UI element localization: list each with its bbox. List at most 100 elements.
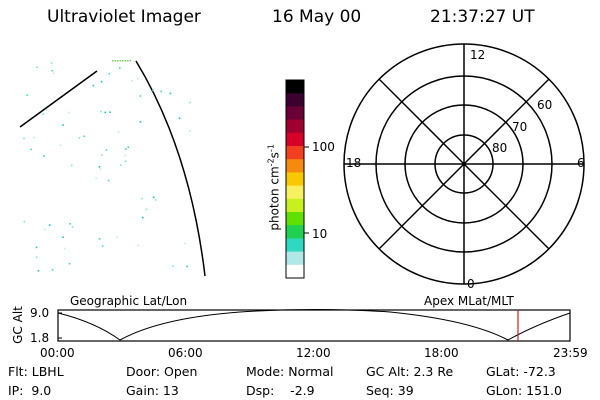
time-tick-2359: 23:59 <box>553 346 588 360</box>
mode-info: Mode: Normal <box>246 364 334 379</box>
image-pixel <box>129 60 131 62</box>
colorbar-segment <box>286 80 304 94</box>
colorbar-unit: photon cm <box>267 166 282 231</box>
colorbar-segment <box>286 132 304 147</box>
image-pixel <box>145 208 148 211</box>
time-tick-1800: 18:00 <box>424 346 459 360</box>
apex-label: Apex MLat/MLT <box>424 294 514 308</box>
date-label: 16 May 00 <box>272 7 362 27</box>
seq-info: Seq: 39 <box>366 383 414 398</box>
image-pixel <box>139 121 142 123</box>
lat-label-70: 70 <box>512 120 528 134</box>
image-pixel <box>100 80 103 83</box>
image-pixel <box>186 265 188 268</box>
lat-label-60: 60 <box>537 98 553 112</box>
image-pixel <box>117 131 120 133</box>
instrument-title: Ultraviolet Imager <box>47 7 201 27</box>
image-pixel <box>117 60 119 62</box>
image-pixel <box>36 66 38 68</box>
image-pixel <box>109 111 111 113</box>
image-pixel <box>35 246 38 249</box>
image-pixel <box>137 78 139 80</box>
image-pixel <box>43 228 46 231</box>
image-pixel <box>99 168 102 170</box>
altitude-plot <box>57 309 571 342</box>
image-pixel <box>120 164 122 166</box>
colorbar-tick-100: 100 <box>312 140 335 154</box>
terminator-curve <box>135 60 206 277</box>
image-pixel <box>23 137 25 140</box>
image-pixel <box>184 242 186 245</box>
lat-label-80: 80 <box>492 141 508 155</box>
image-pixel <box>100 110 102 113</box>
image-pixel <box>95 177 97 180</box>
image-pixel <box>42 113 44 115</box>
image-pixel <box>119 67 121 69</box>
image-pixel <box>178 117 181 120</box>
colorbar-segment <box>286 251 304 266</box>
glon-info: GLon: 151.0 <box>486 383 562 398</box>
colorbar-tick-10: 10 <box>312 227 328 241</box>
image-pixel <box>70 164 73 167</box>
image-pixel <box>108 72 111 75</box>
colorbar-exp1: -2 <box>266 158 276 167</box>
image-pixel <box>52 72 55 75</box>
gc-alt-info: GC Alt: 2.3 Re <box>366 364 454 379</box>
image-pixel <box>189 130 191 132</box>
image-pixel <box>69 223 71 225</box>
image-pixel <box>59 144 62 147</box>
image-pixel <box>50 62 53 64</box>
image-pixel <box>101 245 104 247</box>
alt-max-label: 9.0 <box>30 306 50 320</box>
image-pixel <box>124 160 127 163</box>
image-pixel <box>114 60 116 62</box>
image-pixel <box>105 149 108 151</box>
colorbar-segment <box>286 159 304 173</box>
image-pixel <box>124 154 127 157</box>
image-pixel <box>83 135 86 138</box>
colorbar-segment <box>286 185 304 200</box>
image-pixel <box>92 84 95 87</box>
image-pixel <box>112 60 114 62</box>
image-pixel <box>154 199 157 201</box>
colorbar-segment <box>286 225 304 239</box>
dsp-info: Dsp: -2.9 <box>246 383 315 398</box>
colorbar-unit-s: s <box>267 152 282 159</box>
image-pixel <box>43 155 45 157</box>
image-pixel <box>152 89 154 92</box>
colorbar-border <box>285 79 305 279</box>
time-tick-0600: 06:00 <box>168 346 203 360</box>
geographic-label: Geographic Lat/Lon <box>70 294 188 308</box>
color-bar <box>285 79 305 279</box>
colorbar-exp2: -1 <box>266 144 276 153</box>
time-label: 21:37:27 UT <box>430 7 535 27</box>
colorbar-segment <box>286 146 304 160</box>
image-pixel <box>116 236 118 239</box>
image-pixel <box>48 224 51 226</box>
gain-info: Gain: 13 <box>126 383 179 398</box>
colorbar-segment <box>286 238 304 253</box>
image-pixel <box>98 166 101 168</box>
gc-alt-axis-label: GC Alt <box>11 306 25 344</box>
image-pixel <box>107 179 110 182</box>
image-pixel <box>152 196 155 199</box>
mlt-label-6: 6 <box>577 156 585 170</box>
image-pixel <box>62 236 64 238</box>
image-pixel <box>45 109 48 111</box>
image-pixel <box>104 111 106 114</box>
image-pixel <box>33 136 35 139</box>
image-pixel <box>98 238 101 240</box>
image-pixel <box>71 226 74 228</box>
glat-info: GLat: -72.3 <box>486 364 556 379</box>
image-pixel <box>124 60 126 62</box>
geographic-image <box>19 60 206 277</box>
colorbar-segment <box>286 93 304 107</box>
mlt-label-0: 0 <box>467 277 475 291</box>
alt-min-label: 1.8 <box>30 331 50 345</box>
colorbar-segment <box>286 212 304 226</box>
altitude-plot-frame <box>57 309 571 342</box>
image-pixel <box>141 197 143 200</box>
colorbar-segment <box>286 119 304 134</box>
image-pixel <box>169 92 172 95</box>
